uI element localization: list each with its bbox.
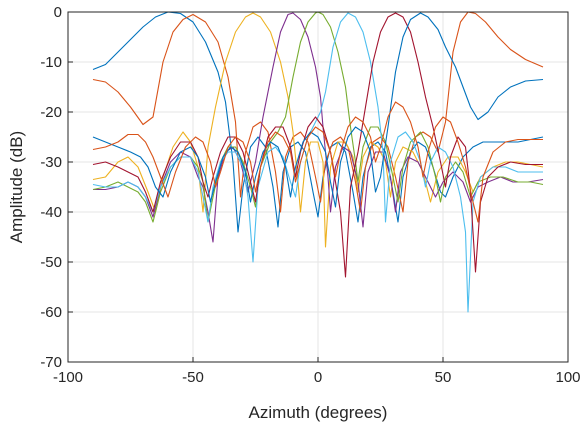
y-tick-label: -40 <box>40 204 62 221</box>
y-tick-label: 0 <box>54 4 62 21</box>
y-tick-label: -60 <box>40 304 62 321</box>
x-tick-label: -100 <box>53 369 83 386</box>
series-layer <box>92 12 544 313</box>
y-axis-label: Amplitude (dB) <box>7 131 26 243</box>
x-tick-label: -50 <box>182 369 204 386</box>
x-tick-label: 50 <box>435 369 452 386</box>
series-line-7 <box>92 12 543 278</box>
y-tick-label: -20 <box>40 104 62 121</box>
x-tick-label: 0 <box>314 369 322 386</box>
y-tick-label: -50 <box>40 254 62 271</box>
y-axis-ticks: -70 -60 -50 -40 -30 -20 -10 0 <box>40 4 73 371</box>
series-line-9 <box>92 101 543 223</box>
series-line-4 <box>93 12 544 243</box>
y-tick-label: -10 <box>40 54 62 71</box>
series-line-3 <box>92 12 544 248</box>
series-line-6 <box>92 12 543 313</box>
x-tick-label: 100 <box>555 369 580 386</box>
series-line-2 <box>92 12 544 213</box>
x-axis-label: Azimuth (degrees) <box>249 403 388 422</box>
x-axis-ticks: -100 -50 0 50 100 <box>53 357 581 386</box>
y-tick-label: -70 <box>40 354 62 371</box>
y-tick-label: -30 <box>40 154 62 171</box>
